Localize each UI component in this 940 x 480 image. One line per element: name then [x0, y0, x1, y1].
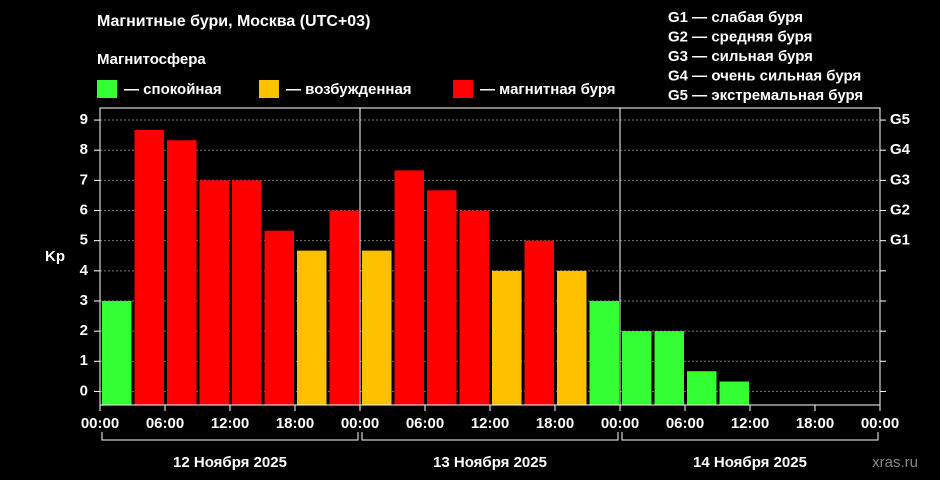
watermark: xras.ru — [872, 454, 918, 471]
legend-swatch — [97, 80, 117, 98]
scale-note: G3 — сильная буря — [668, 48, 813, 65]
bar — [459, 210, 489, 405]
day-bracket — [101, 432, 359, 441]
day-label: 14 Ноября 2025 — [693, 454, 807, 471]
x-tick-label: 18:00 — [276, 415, 314, 432]
bar — [232, 180, 262, 405]
y-tick-label: 2 — [80, 322, 88, 339]
bar — [687, 371, 717, 405]
x-tick-label: 06:00 — [666, 415, 704, 432]
bar — [134, 130, 164, 405]
bar — [492, 270, 522, 405]
y-axis-label: Kp — [45, 248, 65, 265]
day-bracket — [621, 432, 879, 441]
legend-label: — магнитная буря — [480, 81, 616, 98]
y2-tick-label: G2 — [890, 201, 910, 218]
x-tick-label: 06:00 — [146, 415, 184, 432]
x-tick-label: 00:00 — [601, 415, 639, 432]
bar — [102, 300, 132, 405]
legend-swatch — [259, 80, 279, 98]
bar — [362, 250, 392, 405]
scale-note: G1 — слабая буря — [668, 9, 803, 26]
bar — [167, 140, 197, 405]
scale-note: G4 — очень сильная буря — [668, 67, 861, 84]
bar — [589, 300, 619, 405]
bar — [622, 331, 652, 405]
bar — [199, 180, 229, 405]
y-tick-label: 6 — [80, 201, 88, 218]
bar — [427, 190, 457, 405]
bar — [297, 250, 327, 405]
y2-tick-label: G5 — [890, 111, 910, 128]
x-tick-label: 12:00 — [211, 415, 249, 432]
y-tick-label: 9 — [80, 111, 88, 128]
x-tick-label: 18:00 — [536, 415, 574, 432]
y-tick-label: 7 — [80, 171, 88, 188]
legend-swatch — [453, 80, 473, 98]
legend-label: — возбужденная — [286, 81, 412, 98]
scale-note: G2 — средняя буря — [668, 28, 812, 45]
x-tick-label: 12:00 — [471, 415, 509, 432]
day-label: 12 Ноября 2025 — [173, 454, 287, 471]
y-tick-label: 5 — [80, 232, 88, 249]
bar — [654, 331, 684, 405]
bar — [329, 210, 359, 405]
bar — [524, 240, 554, 405]
x-tick-label: 12:00 — [731, 415, 769, 432]
y-tick-label: 1 — [80, 352, 88, 369]
bar — [557, 270, 587, 405]
x-tick-label: 00:00 — [81, 415, 119, 432]
bar — [264, 230, 294, 405]
subtitle: Магнитосфера — [97, 51, 206, 68]
y-tick-label: 3 — [80, 292, 88, 309]
y-tick-label: 8 — [80, 141, 88, 158]
chart-title: Магнитные бури, Москва (UTC+03) — [97, 13, 370, 30]
y2-tick-label: G3 — [890, 171, 910, 188]
scale-note: G5 — экстремальная буря — [668, 87, 863, 104]
x-tick-label: 00:00 — [861, 415, 899, 432]
x-tick-label: 18:00 — [796, 415, 834, 432]
y2-tick-label: G4 — [890, 141, 911, 158]
y-tick-label: 4 — [80, 262, 89, 279]
legend-label: — спокойная — [124, 81, 222, 98]
y-tick-label: 0 — [80, 382, 88, 399]
y2-tick-label: G1 — [890, 232, 910, 249]
x-tick-label: 00:00 — [341, 415, 379, 432]
day-bracket — [361, 432, 619, 441]
day-label: 13 Ноября 2025 — [433, 454, 547, 471]
bar — [394, 170, 424, 405]
x-tick-label: 06:00 — [406, 415, 444, 432]
bar — [719, 381, 749, 405]
